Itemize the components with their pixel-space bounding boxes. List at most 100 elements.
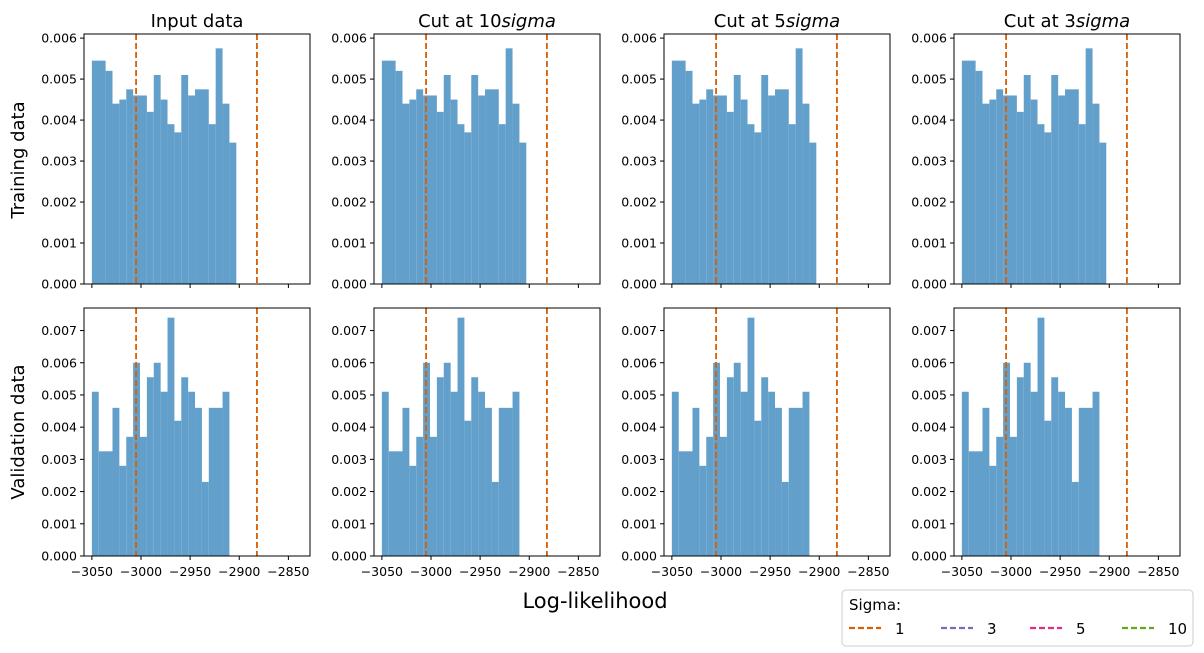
histogram-bar	[174, 420, 182, 556]
histogram-bar	[181, 377, 189, 556]
histogram-bar	[188, 391, 196, 556]
histogram-bar	[208, 124, 216, 284]
histogram-bar	[457, 124, 465, 284]
histogram-bar	[153, 362, 161, 556]
histogram-bar	[747, 124, 755, 284]
histogram-bar	[1092, 103, 1100, 284]
histogram-bar	[720, 436, 727, 556]
y-tick-label: 0.004	[331, 420, 367, 435]
y-tick-label: 0.003	[911, 154, 947, 169]
histogram-bar	[706, 436, 714, 556]
histogram-bar	[430, 436, 437, 556]
histogram-bar	[229, 142, 237, 284]
histogram-bar	[968, 451, 983, 556]
x-tick-label: −2850	[267, 564, 309, 579]
histogram-bar	[402, 407, 410, 556]
histogram-bar	[1051, 377, 1059, 556]
histogram-bar	[402, 103, 410, 284]
x-tick-label: −3050	[941, 564, 983, 579]
x-tick-label: −2850	[557, 564, 599, 579]
histogram-bar	[423, 362, 431, 556]
histogram-bar	[450, 391, 458, 556]
y-tick-label: 0.005	[621, 387, 657, 402]
histogram-bar	[505, 48, 513, 284]
y-tick-label: 0.000	[621, 277, 657, 292]
y-tick-label: 0.001	[621, 516, 657, 531]
y-tick-label: 0.005	[331, 387, 367, 402]
x-tick-label: −2950	[749, 564, 791, 579]
x-tick-label: −3050	[651, 564, 693, 579]
histogram-bar	[222, 391, 230, 556]
histogram-bar	[98, 451, 113, 556]
y-tick-label: 0.000	[911, 549, 947, 564]
y-tick-label: 0.003	[621, 452, 657, 467]
y-tick-label: 0.002	[41, 195, 77, 210]
panel-training-cut-3: 0.000 0.001 0.002 0.003 0.004 0.005 0.006	[911, 31, 1181, 292]
x-tick-label: −2850	[1137, 564, 1179, 579]
histogram-bar	[395, 70, 403, 284]
y-tick-label: 0.004	[331, 113, 367, 128]
histogram-bar	[512, 103, 520, 284]
y-tick-label: 0.001	[621, 236, 657, 251]
histogram-bar	[1044, 132, 1052, 284]
column-title-cut-3: Cut at 3sigma	[1004, 11, 1130, 32]
histogram-bar	[167, 124, 175, 284]
axes-frame	[663, 307, 891, 557]
histogram-bar	[153, 74, 161, 284]
y-tick-label: 0.006	[331, 31, 367, 46]
histogram-bar	[126, 89, 134, 284]
histogram-bar	[1037, 124, 1045, 284]
histogram-bar	[133, 362, 141, 556]
x-tick-label: −2950	[459, 564, 501, 579]
y-tick-label: 0.003	[621, 154, 657, 169]
x-tick-label: −3050	[361, 564, 403, 579]
histogram-bar	[961, 60, 976, 284]
histogram-bar	[768, 391, 776, 556]
histogram-bar	[740, 99, 748, 285]
histogram-bar	[754, 132, 762, 284]
histogram-bar	[996, 89, 1004, 284]
histogram-bar	[802, 391, 810, 556]
histogram-bar	[775, 407, 782, 556]
row-label-training: Training data	[8, 101, 29, 219]
histogram-bar	[485, 407, 492, 556]
histogram-bar	[126, 436, 134, 556]
histogram-bar	[471, 377, 479, 556]
y-tick-label: 0.003	[331, 154, 367, 169]
histogram-bar	[388, 451, 403, 556]
histogram-bar	[188, 95, 196, 285]
y-tick-label: 0.006	[41, 31, 77, 46]
panel-validation-input: 0.000 0.001 0.002 0.003 0.004 0.005 0.006 0.007…	[41, 307, 311, 579]
histogram-bar	[982, 407, 990, 556]
axes-frame	[373, 33, 601, 285]
y-tick-label: 0.005	[911, 387, 947, 402]
histogram-bar	[160, 99, 168, 285]
y-tick-label: 0.000	[331, 549, 367, 564]
histogram-bar	[775, 89, 789, 284]
y-tick-label: 0.006	[331, 355, 367, 370]
histogram-bar	[457, 317, 465, 556]
histogram-bar	[409, 465, 417, 556]
histogram-bar	[671, 60, 686, 284]
histogram-bar	[443, 362, 451, 556]
histogram-bar	[167, 317, 175, 556]
histogram-bar	[519, 142, 527, 284]
histogram-bar	[478, 391, 486, 556]
histogram-bar	[471, 74, 479, 284]
x-tick-label: −2850	[847, 564, 889, 579]
histogram-bar	[996, 436, 1004, 556]
y-tick-label: 0.006	[911, 355, 947, 370]
y-tick-label: 0.005	[41, 72, 77, 87]
histogram-bar	[112, 407, 120, 556]
legend-label-5: 5	[1076, 620, 1086, 638]
histogram-bar	[381, 391, 389, 556]
histogram-bar	[195, 407, 202, 556]
histogram-bar	[464, 420, 472, 556]
histogram-bar	[443, 74, 451, 284]
histogram-bar	[781, 481, 789, 556]
x-tick-label: −3000	[120, 564, 162, 579]
histogram-bar	[416, 436, 424, 556]
histogram-bar	[692, 407, 700, 556]
histogram-bar	[802, 103, 810, 284]
histogram-bar	[436, 377, 444, 556]
